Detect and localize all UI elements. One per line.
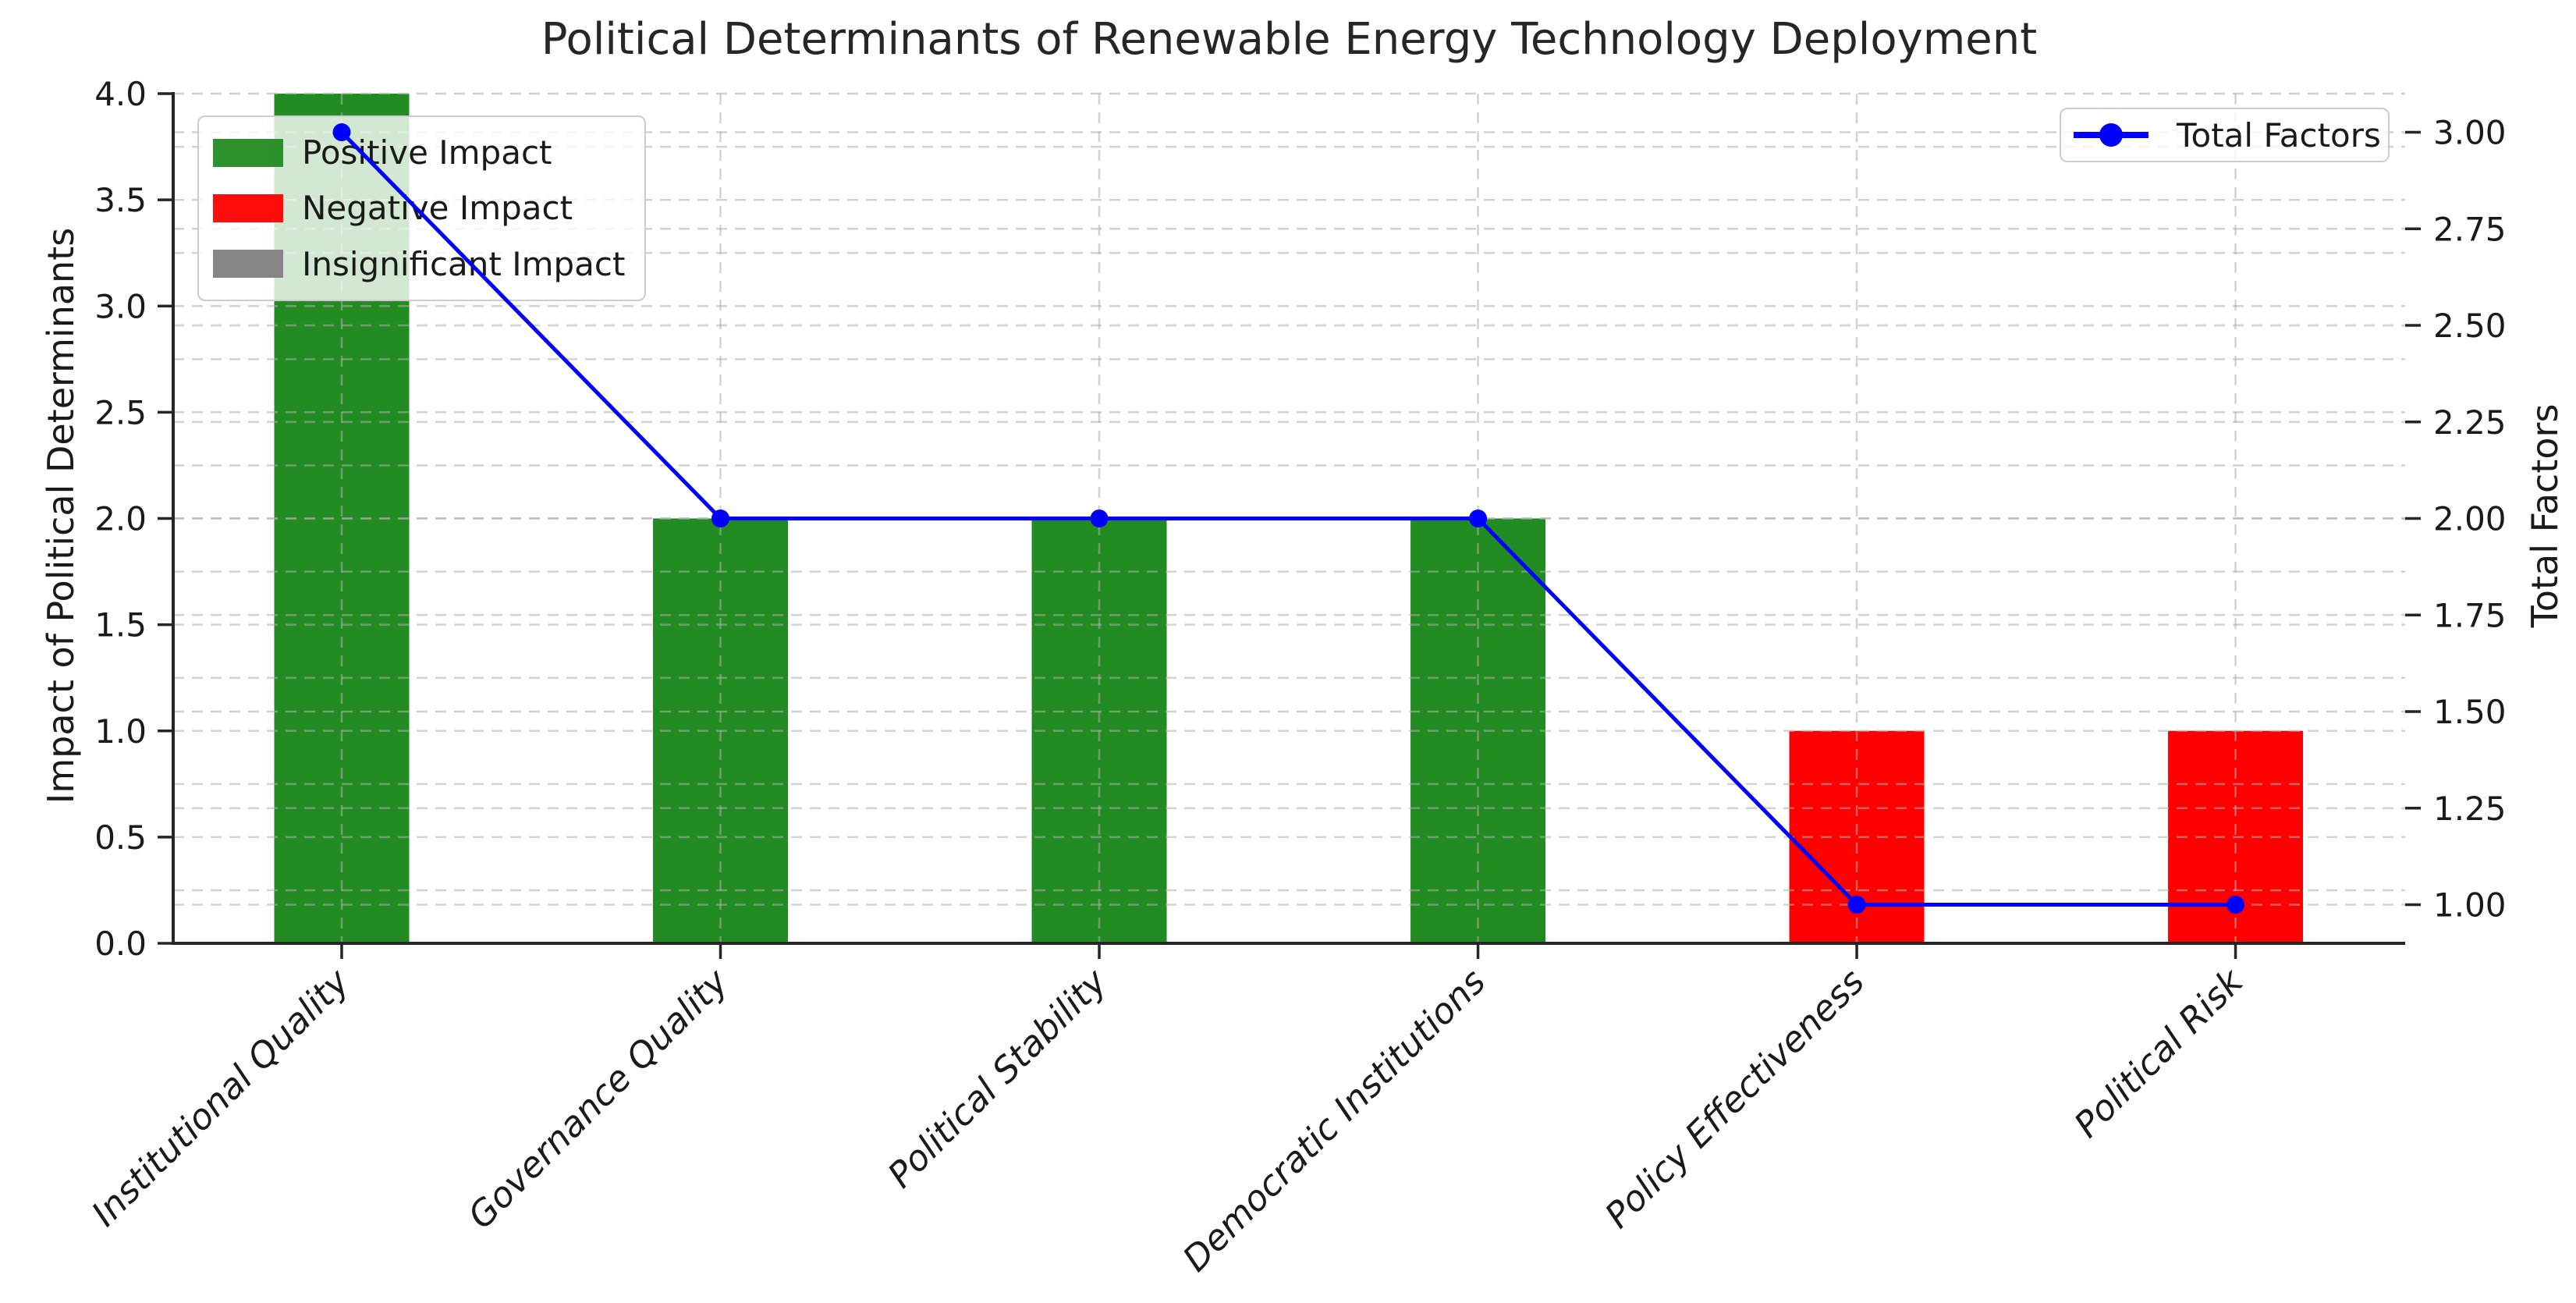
line-legend-sample (2074, 123, 2148, 147)
x-tick-label: Institutional Quality (83, 960, 358, 1234)
right-tick-label: 3.00 (2433, 114, 2507, 152)
chart-title: Political Determinants of Renewable Ener… (541, 14, 2038, 65)
impact-legend-row: Positive Impact (213, 133, 637, 172)
x-tick-label: Democratic Institutions (1175, 960, 1494, 1280)
impact-legend: Positive Impact Negative Impact Insignific… (197, 115, 646, 301)
impact-legend-row: Negative Impact (213, 189, 637, 227)
impact-legend-label: Positive Impact (302, 133, 552, 172)
x-tick-label: Political Risk (2066, 960, 2251, 1145)
right-tick-label: 1.75 (2433, 596, 2507, 634)
x-tick-label: Policy Effectiveness (1597, 960, 1872, 1236)
left-tick-label: 2.0 (94, 500, 147, 538)
right-tick-label: 2.00 (2433, 500, 2507, 538)
right-tick-label: 1.00 (2433, 886, 2507, 925)
left-tick-label: 3.5 (94, 181, 147, 219)
insignificant-impact-swatch (213, 250, 283, 279)
line-legend: Total Factors (2060, 108, 2390, 162)
right-tick-label: 2.25 (2433, 403, 2507, 442)
left-tick-label: 4.0 (94, 75, 147, 113)
impact-legend-row: Insignificant Impact (213, 245, 637, 283)
left-tick-label: 0.0 (94, 925, 147, 963)
negative-impact-swatch (213, 193, 283, 222)
left-tick-label: 0.5 (94, 818, 147, 857)
impact-legend-label: Negative Impact (302, 189, 573, 228)
left-tick-label: 1.5 (94, 606, 147, 644)
left-tick-label: 3.0 (94, 287, 147, 325)
right-tick-label: 2.50 (2433, 307, 2507, 345)
impact-legend-label: Insignificant Impact (302, 244, 626, 283)
line-legend-label: Total Factors (2177, 115, 2381, 154)
x-tick-label: Governance Quality (459, 960, 736, 1237)
right-tick-label: 1.50 (2433, 693, 2507, 731)
right-tick-label: 1.25 (2433, 790, 2507, 828)
right-tick-label: 2.75 (2433, 210, 2507, 248)
x-tick-label: Political Stability (880, 960, 1116, 1195)
left-tick-label: 2.5 (94, 393, 147, 431)
positive-impact-swatch (213, 138, 283, 167)
line-sample-marker (2099, 123, 2123, 147)
left-tick-label: 1.0 (94, 712, 147, 751)
